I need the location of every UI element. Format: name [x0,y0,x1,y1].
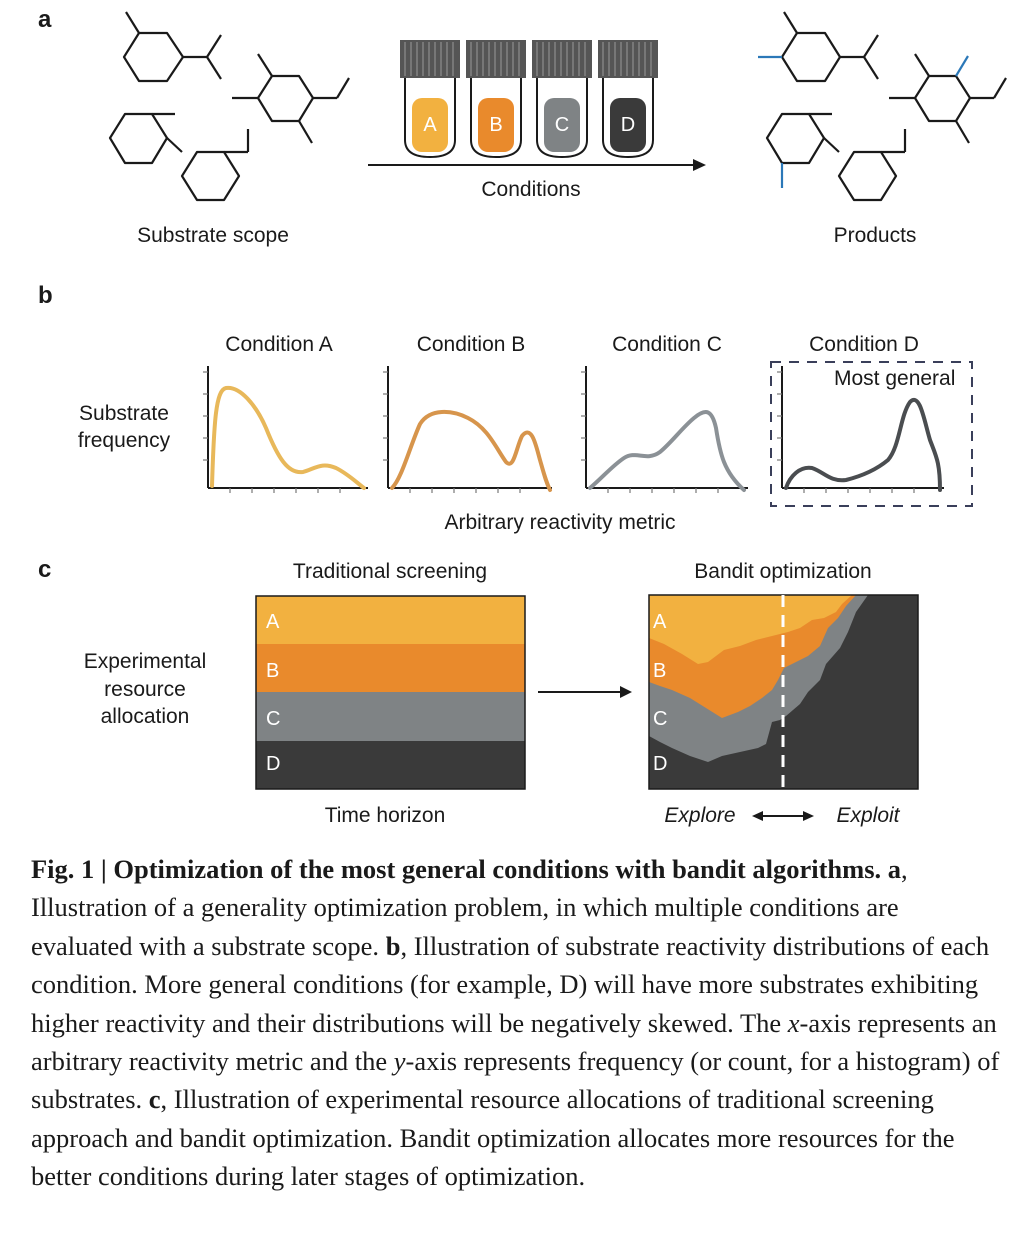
caption-b-text-2: -axis represents an arbitrary reactivity… [31,1007,997,1077]
vial-b-label: B [489,114,502,136]
band-d [256,741,525,789]
condition-d-title: Condition D [809,333,919,356]
caption-c-text: , Illustration of experimental resource … [31,1084,955,1192]
figure-graphics: A B C [108,11,1007,821]
substrate-frequency-label-2: frequency [77,429,171,452]
plot-condition-a [203,366,368,493]
products-label: Products [833,224,917,247]
vial-d: D [598,40,658,159]
exploit-label: Exploit [836,804,900,827]
trad-label-d: D [266,753,280,775]
vial-c-label: C [555,114,569,136]
resource-allocation-label-3: allocation [100,705,190,728]
product-molecules [758,11,1007,202]
caption-c-letter: c [148,1084,161,1115]
conditions-arrow [368,159,706,171]
caption-y-var: y [393,1046,406,1077]
traditional-screening-chart: A B C D [255,595,526,790]
caption-fig-label: Fig. 1 | Optimization of the most genera… [31,854,882,884]
reactivity-metric-label: Arbitrary reactivity metric [444,511,676,534]
bandit-label-a: A [653,611,667,633]
bandit-optimization-chart: A B C D [648,594,919,790]
caption-b-text-1: , Illustration of substrate reactivity d… [31,930,990,1038]
condition-b-title: Condition B [416,333,526,356]
screening-to-bandit-arrow [538,686,632,698]
panel-b-letter: b [38,282,53,309]
most-general-box [770,361,973,507]
plot-condition-d [770,361,973,507]
figure-caption: Fig. 1 | Optimization of the most genera… [31,850,1003,1196]
explore-exploit-arrow [752,811,814,821]
band-a [256,596,525,644]
condition-a-title: Condition A [225,333,333,356]
resource-allocation-label-2: resource [104,678,186,701]
trad-label-b: B [266,660,279,682]
explore-label: Explore [664,804,736,827]
bandit-label-d: D [653,753,667,775]
vial-a: A [400,40,460,159]
bandit-label-b: B [653,660,666,682]
panel-c-letter: c [38,556,52,583]
resource-allocation-label-1: Experimental [83,650,207,673]
plot-condition-c [581,366,748,493]
bandit-optimization-title: Bandit optimization [694,560,872,583]
most-general-label: Most general [834,367,956,390]
condition-c-title: Condition C [612,333,722,356]
conditions-label: Conditions [481,178,581,201]
plot-condition-b [383,366,552,493]
vials: A B C [400,40,658,159]
panel-a-letter: a [38,6,52,33]
caption-b-text-3: -axis represents frequency (or count, fo… [31,1046,1000,1115]
traditional-screening-title: Traditional screening [292,560,488,583]
time-horizon-label: Time horizon [324,804,446,827]
trad-label-a: A [266,611,280,633]
substrate-scope-label: Substrate scope [137,224,289,247]
substrate-molecules [108,11,350,202]
caption-b-letter: b [385,930,401,961]
caption-a-letter: a [887,854,902,884]
band-b [256,644,525,692]
caption-x-var: x [787,1007,800,1038]
caption-a-text: , Illustration of a generality optimizat… [31,854,908,961]
substrate-frequency-label-1: Substrate [79,402,169,425]
vial-a-label: A [423,114,437,136]
band-c [256,692,525,741]
vial-c: C [532,40,592,159]
vial-d-label: D [621,114,635,136]
trad-label-c: C [266,708,280,730]
vial-b: B [466,40,526,159]
bandit-label-c: C [653,708,667,730]
